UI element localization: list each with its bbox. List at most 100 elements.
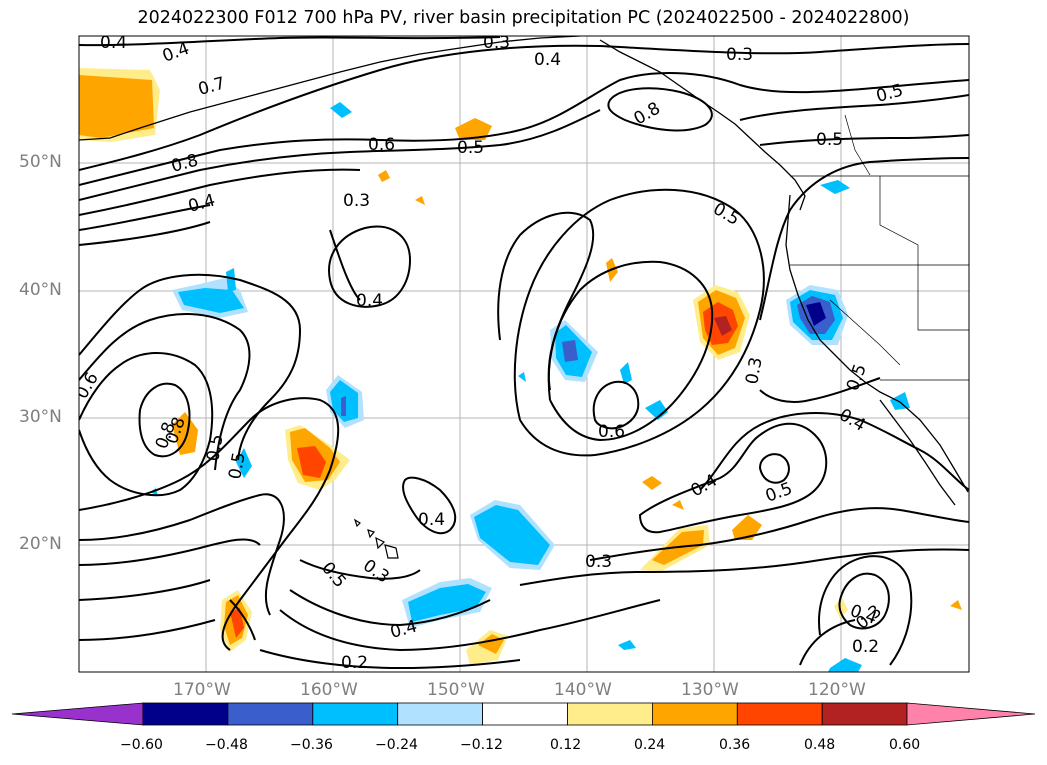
pv-contour (79, 352, 214, 497)
pv-contour (589, 507, 969, 561)
pv-contour (79, 397, 340, 651)
negative-anomaly (820, 180, 850, 194)
contour-label: 0.5 (225, 451, 249, 481)
negative-anomaly (890, 392, 910, 410)
pv-contour (592, 380, 640, 430)
contour-label: 0.6 (368, 135, 395, 155)
positive-anomaly (672, 500, 684, 510)
contour-label: 0.6 (598, 422, 625, 442)
lat-label-40n: 40°N (19, 280, 62, 300)
pv-contour (759, 157, 969, 321)
pv-contour (289, 589, 491, 627)
pv-contour (607, 87, 713, 132)
pv-contours (79, 36, 969, 670)
colorbar-tick-label: −0.24 (375, 737, 418, 753)
pv-contour (79, 579, 211, 601)
state-border (879, 176, 969, 331)
colorbar-extend-max (906, 702, 1036, 726)
pv-contour (79, 619, 216, 641)
positive-anomaly (415, 196, 425, 205)
pv-contour (638, 422, 828, 534)
colorbar-tick-label: 0.48 (804, 737, 836, 753)
colorbar-swatch (736, 702, 823, 726)
contour-label: 0.4 (100, 33, 127, 53)
colorbar (11, 702, 1036, 726)
negative-anomaly (236, 448, 252, 478)
pv-contour (329, 229, 361, 301)
pv-contour (138, 382, 191, 458)
contour-label: 0.5 (457, 138, 484, 158)
pv-contour (79, 43, 969, 171)
pv-contour (328, 225, 412, 308)
negative-anomaly (562, 340, 578, 362)
pv-contour (259, 649, 521, 670)
pv-contour (519, 548, 969, 586)
colorbar-swatch (567, 702, 653, 726)
lon-label-120w: 120°W (808, 680, 866, 700)
lon-label-160w: 160°W (300, 680, 358, 700)
pv-contour (79, 493, 285, 616)
pv-contour (402, 476, 457, 535)
negative-anomaly (645, 400, 668, 420)
positive-anomaly (79, 75, 154, 138)
lat-label-20n: 20°N (19, 534, 62, 554)
contour-label: 0.2 (341, 653, 368, 673)
plot-area: 0.4 0.4 0.3 0.4 0.3 0.7 0.8 0.5 0.6 0.5 … (79, 33, 969, 673)
positive-anomaly (732, 515, 762, 540)
pv-contour (759, 134, 969, 146)
coastlines (79, 36, 969, 506)
negative-anomaly (828, 658, 862, 672)
island (384, 544, 399, 559)
colorbar-extend-min (11, 702, 144, 726)
map-title: 2024022300 F012 700 hPa PV, river basin … (137, 8, 910, 28)
negative-anomaly (341, 396, 346, 416)
colorbar-swatch (227, 702, 314, 726)
pv-contour (79, 72, 969, 186)
contour-label: 0.5 (203, 433, 227, 463)
negative-anomaly (618, 640, 636, 650)
alaska-coastline (79, 36, 581, 141)
lat-label-50n: 50°N (19, 152, 62, 172)
colorbar-swatch (312, 702, 399, 726)
negative-anomaly (226, 268, 236, 292)
contour-label: 0.3 (742, 356, 766, 386)
negative-anomaly (620, 362, 632, 384)
lon-label-130w: 130°W (681, 680, 739, 700)
negative-anomaly (474, 505, 550, 565)
contour-label: 0.5 (816, 130, 843, 150)
lon-label-140w: 140°W (554, 680, 612, 700)
canada-border (844, 114, 871, 176)
contour-label: 0.4 (356, 291, 383, 311)
positive-anomaly (642, 476, 662, 490)
colorbar-tick-label: −0.12 (460, 737, 503, 753)
pv-contour (699, 412, 969, 491)
island (375, 536, 386, 550)
pv-contour (79, 538, 261, 566)
pv-contour (79, 273, 302, 461)
negative-anomaly (178, 288, 244, 313)
lon-label-150w: 150°W (427, 680, 485, 700)
us-west-coastline (785, 194, 969, 493)
baja-coastline (879, 399, 956, 506)
lon-label-170w: 170°W (173, 680, 231, 700)
colorbar-tick-label: 0.24 (634, 737, 666, 753)
pv-contour (279, 599, 661, 652)
positive-anomaly (714, 316, 732, 336)
positive-anomaly (455, 118, 492, 140)
pv-contour (79, 204, 211, 231)
colorbar-tick-label: 0.60 (889, 737, 921, 753)
map-frame (78, 35, 970, 673)
lat-label-30n: 30°N (19, 407, 62, 427)
negative-anomaly (408, 584, 486, 622)
pv-contour (79, 109, 601, 201)
canada-coastline (599, 39, 806, 211)
pv-contour (79, 36, 501, 47)
colorbar-tick-label: −0.60 (120, 737, 163, 753)
positive-anomaly (834, 598, 848, 618)
pv-contour (547, 260, 714, 442)
positive-anomaly (230, 608, 244, 638)
colorbar-swatch (397, 702, 484, 726)
negative-anomaly (330, 102, 352, 118)
colorbar-swatch (821, 702, 908, 726)
